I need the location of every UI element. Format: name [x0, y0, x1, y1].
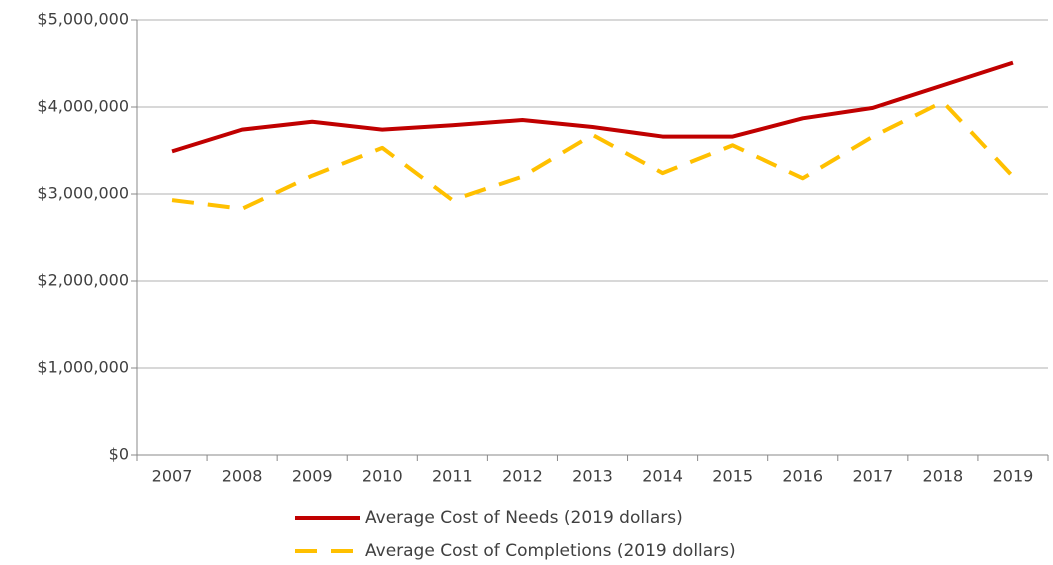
legend: Average Cost of Needs (2019 dollars) Aver… [295, 508, 736, 561]
y-tick-label: $1,000,000 [37, 358, 129, 377]
x-tick-label: 2011 [432, 467, 473, 486]
x-tick-label: 2009 [292, 467, 333, 486]
x-tick-label: 2015 [712, 467, 753, 486]
x-tick-label: 2010 [362, 467, 403, 486]
x-tick-label: 2013 [572, 467, 613, 486]
series-line [171, 99, 1015, 211]
x-tick-label: 2016 [782, 467, 823, 486]
x-tick-label: 2008 [222, 467, 263, 486]
x-tick-label: 2019 [993, 467, 1034, 486]
x-tick-label: 2007 [152, 467, 193, 486]
y-tick-label: $4,000,000 [37, 97, 129, 116]
legend-label: Average Cost of Completions (2019 dollar… [365, 541, 736, 561]
x-tick-label: 2012 [502, 467, 543, 486]
x-tick-label: 2014 [642, 467, 683, 486]
x-tick-label: 2017 [852, 467, 893, 486]
y-tick-label: $3,000,000 [37, 184, 129, 203]
y-tick-label: $2,000,000 [37, 271, 129, 290]
legend-label: Average Cost of Needs (2019 dollars) [365, 508, 683, 528]
x-tick-label: 2018 [923, 467, 964, 486]
series-line [171, 60, 1014, 154]
y-tick-label: $0 [109, 445, 129, 464]
y-tick-label: $5,000,000 [37, 10, 129, 29]
